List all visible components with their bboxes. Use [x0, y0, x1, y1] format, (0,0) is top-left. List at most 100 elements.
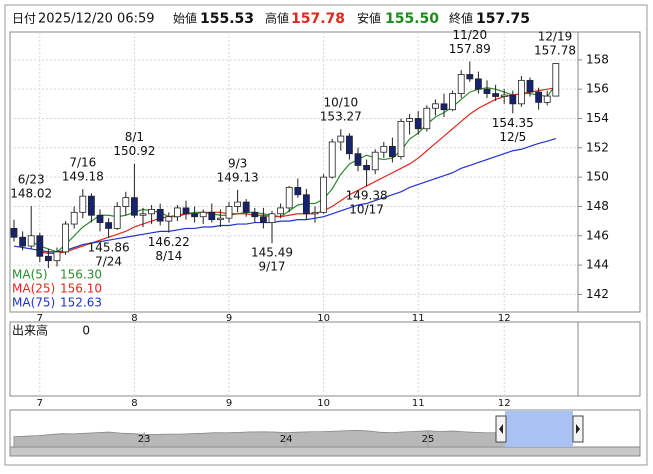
x-tick-label: 10	[317, 398, 330, 409]
header-date: 2025/12/20 06:59	[38, 12, 155, 27]
candle-body	[285, 186, 293, 209]
candle-body	[70, 211, 78, 225]
x-tick-label: 8	[131, 398, 137, 409]
candle-body	[27, 235, 35, 247]
annotation-value: 148.02	[10, 187, 52, 201]
header-value: 155.50	[385, 11, 439, 27]
handle-arrow	[576, 424, 580, 434]
candle-body	[199, 211, 207, 218]
navigator-label: 23	[138, 434, 151, 445]
candle-body	[156, 208, 164, 222]
header-label: 高値	[265, 11, 289, 26]
price-plot: 142 144 146 148 150 152 154 156 158 7 7 8 8 9 9 10 10 11 1…	[10, 28, 609, 409]
annotation-value: 157.89	[449, 42, 491, 56]
candle-body	[371, 151, 379, 171]
header-label: 安値	[357, 11, 381, 26]
y-tick-label: 150	[586, 170, 609, 184]
navigator: 23 24 25	[13, 429, 571, 448]
ma-line	[13, 138, 556, 253]
x-tick-label: 12	[498, 313, 511, 324]
annotation-value: 153.27	[320, 110, 362, 124]
handle-arrow	[499, 424, 503, 434]
candle-body	[337, 135, 345, 143]
candle-body	[113, 206, 121, 229]
candle-body	[320, 176, 328, 213]
candle-body	[173, 207, 181, 218]
candle-body	[500, 94, 508, 97]
candle-body	[492, 93, 500, 97]
candle-body	[406, 118, 414, 122]
candle-body	[191, 213, 199, 218]
legend-name: MA(25)	[12, 282, 55, 296]
y-tick-label: 144	[586, 258, 609, 272]
candle-body	[466, 74, 474, 80]
price-panel	[9, 31, 641, 313]
candle-body	[380, 145, 388, 153]
annotation-date: 10/17	[349, 203, 384, 217]
legend-box	[11, 268, 105, 311]
header-value: 155.53	[200, 11, 254, 27]
navigator-label: 25	[422, 434, 435, 445]
candle-body	[165, 216, 173, 222]
annotation-date: 8/1	[125, 130, 144, 144]
annotation-value: 150.92	[113, 144, 155, 158]
candle-body	[36, 235, 44, 257]
candle-body	[62, 223, 69, 253]
navigator-selection[interactable]	[505, 411, 573, 447]
candle-body	[45, 255, 52, 262]
candle-body	[535, 91, 542, 103]
candle-body	[122, 197, 130, 207]
annotation-value: 154.35	[492, 116, 534, 130]
y-tick-label: 158	[586, 52, 609, 66]
annotation-date: 10/10	[324, 96, 359, 110]
candle-body	[277, 207, 285, 215]
candle-body	[19, 236, 27, 247]
annotation-date: 11/20	[453, 28, 488, 42]
candle-body	[449, 93, 457, 111]
candle-body	[354, 153, 362, 166]
legend-value: 152.63	[60, 296, 102, 310]
annotation-date: 7/24	[95, 254, 122, 268]
x-tick-label: 12	[498, 398, 511, 409]
x-tick-label: 8	[131, 313, 137, 324]
navigator-label: 24	[280, 434, 293, 445]
volume-label: 出来高	[12, 323, 48, 338]
annotation-value: 149.13	[217, 170, 259, 184]
candle-body	[259, 216, 267, 223]
candle-body	[431, 103, 439, 109]
x-tick-label: 11	[412, 398, 425, 409]
candle-body	[457, 74, 465, 94]
candle-body	[225, 206, 233, 219]
candle-body	[96, 214, 104, 223]
x-tick-label: 11	[412, 313, 425, 324]
y-tick-label: 152	[586, 140, 609, 154]
annotation-date: 7/16	[69, 156, 96, 170]
x-tick-label: 9	[226, 313, 232, 324]
candle-body	[328, 141, 336, 178]
x-tick-label: 7	[37, 313, 43, 324]
candle-body	[518, 79, 525, 105]
candle-body	[552, 63, 560, 97]
candle-body	[345, 135, 353, 155]
header: 日付 2025/12/20 06:59 始値 155.53 高値 157.78 …	[12, 11, 530, 28]
header-value: 157.75	[476, 11, 530, 27]
annotation-value: 149.18	[62, 170, 104, 184]
annotation-value: 146.22	[148, 235, 190, 249]
candle-body	[251, 211, 259, 218]
annotation-date: 6/23	[18, 173, 45, 187]
annotation-date: 9/3	[228, 156, 247, 170]
candle-body	[397, 121, 405, 158]
candle-body	[414, 118, 422, 130]
header-label: 始値	[173, 11, 197, 26]
candle-body	[105, 222, 112, 229]
scrollbar[interactable]	[9, 446, 641, 457]
legend-name: MA(75)	[12, 296, 55, 310]
annotation-value: 145.86	[88, 240, 130, 254]
volume-panel	[9, 321, 641, 397]
candle-body	[216, 217, 224, 221]
candle-body	[88, 195, 95, 216]
navigator-area	[13, 429, 571, 448]
y-tick-label: 142	[586, 287, 609, 301]
legend-value: 156.10	[60, 282, 102, 296]
